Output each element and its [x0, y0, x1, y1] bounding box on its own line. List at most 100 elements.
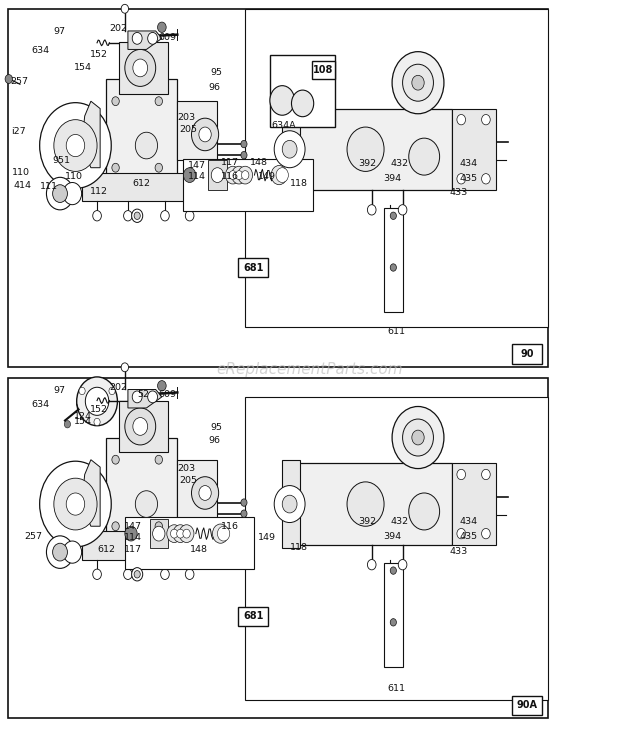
Text: 152: 152 — [90, 405, 108, 414]
Text: 95: 95 — [210, 68, 222, 76]
Circle shape — [412, 75, 424, 90]
Text: i27: i27 — [11, 127, 25, 136]
Bar — [82, 173, 205, 201]
Circle shape — [241, 151, 247, 159]
Circle shape — [392, 52, 444, 114]
Bar — [149, 519, 168, 548]
Text: 96: 96 — [208, 82, 220, 91]
Bar — [106, 438, 177, 533]
Text: 205: 205 — [179, 125, 197, 134]
Circle shape — [155, 96, 162, 105]
Circle shape — [482, 528, 490, 539]
Circle shape — [229, 171, 237, 180]
Text: 114: 114 — [123, 533, 141, 542]
Bar — [118, 401, 168, 453]
Circle shape — [177, 529, 184, 538]
Text: 681: 681 — [243, 263, 264, 272]
Circle shape — [155, 456, 162, 464]
Text: 154: 154 — [74, 418, 92, 427]
Circle shape — [53, 185, 68, 203]
Circle shape — [457, 470, 466, 479]
Circle shape — [390, 212, 396, 220]
Text: 205: 205 — [179, 476, 197, 485]
Text: eReplacementParts.com: eReplacementParts.com — [216, 362, 404, 377]
Circle shape — [347, 127, 384, 171]
Text: 118: 118 — [290, 543, 308, 552]
Text: 97: 97 — [54, 386, 66, 395]
Circle shape — [123, 211, 132, 221]
Text: 392: 392 — [358, 517, 376, 526]
Bar — [118, 42, 168, 93]
Circle shape — [199, 485, 211, 500]
Circle shape — [77, 377, 117, 426]
Circle shape — [282, 495, 297, 513]
Polygon shape — [128, 31, 162, 50]
Circle shape — [185, 211, 194, 221]
Circle shape — [66, 493, 85, 515]
Text: 257: 257 — [10, 77, 28, 86]
Text: 951: 951 — [52, 157, 70, 165]
Circle shape — [134, 571, 140, 578]
Circle shape — [347, 482, 384, 526]
Bar — [7, 378, 547, 718]
Circle shape — [270, 85, 294, 115]
Text: 433: 433 — [450, 188, 467, 197]
Text: 110: 110 — [65, 172, 83, 181]
Circle shape — [148, 391, 157, 403]
Circle shape — [241, 171, 249, 180]
Circle shape — [390, 264, 396, 272]
Circle shape — [148, 33, 157, 45]
Text: 114: 114 — [188, 172, 206, 181]
Circle shape — [409, 138, 440, 175]
Text: 433: 433 — [450, 547, 467, 556]
Polygon shape — [82, 460, 100, 526]
Text: 116: 116 — [221, 522, 239, 531]
Circle shape — [125, 50, 156, 86]
Bar — [125, 517, 254, 569]
Circle shape — [121, 4, 128, 13]
Circle shape — [112, 96, 119, 105]
Circle shape — [402, 419, 433, 456]
Circle shape — [409, 493, 440, 530]
Text: 117: 117 — [123, 545, 141, 554]
Text: 95: 95 — [210, 423, 222, 432]
Circle shape — [236, 171, 242, 180]
Circle shape — [112, 456, 119, 464]
Text: 149: 149 — [257, 533, 275, 542]
Circle shape — [274, 131, 305, 168]
Circle shape — [5, 75, 12, 83]
Circle shape — [66, 134, 85, 157]
Circle shape — [213, 524, 229, 543]
Bar — [452, 108, 497, 190]
Text: 432: 432 — [391, 517, 409, 526]
Circle shape — [185, 569, 194, 580]
Bar — [177, 460, 218, 519]
Circle shape — [135, 490, 157, 517]
Circle shape — [232, 166, 246, 184]
Circle shape — [161, 569, 169, 580]
Circle shape — [40, 102, 111, 188]
Circle shape — [241, 140, 247, 148]
Text: 612: 612 — [133, 179, 151, 188]
Text: 124: 124 — [74, 413, 92, 421]
Text: 90: 90 — [521, 349, 534, 359]
Text: 203: 203 — [177, 464, 195, 473]
Bar — [298, 464, 452, 545]
Circle shape — [135, 132, 157, 159]
Text: 609: 609 — [159, 33, 177, 42]
Text: 394: 394 — [383, 532, 402, 541]
Text: 112: 112 — [90, 187, 108, 196]
Polygon shape — [82, 101, 100, 168]
Text: 147: 147 — [123, 522, 141, 531]
Text: 434: 434 — [460, 517, 478, 526]
Text: 394: 394 — [383, 174, 402, 183]
Circle shape — [54, 119, 97, 171]
Circle shape — [157, 381, 166, 391]
Text: 147: 147 — [188, 161, 206, 170]
Circle shape — [63, 541, 82, 563]
Circle shape — [132, 33, 142, 45]
Circle shape — [161, 211, 169, 221]
Bar — [239, 607, 268, 626]
Circle shape — [482, 174, 490, 184]
Circle shape — [271, 165, 287, 185]
